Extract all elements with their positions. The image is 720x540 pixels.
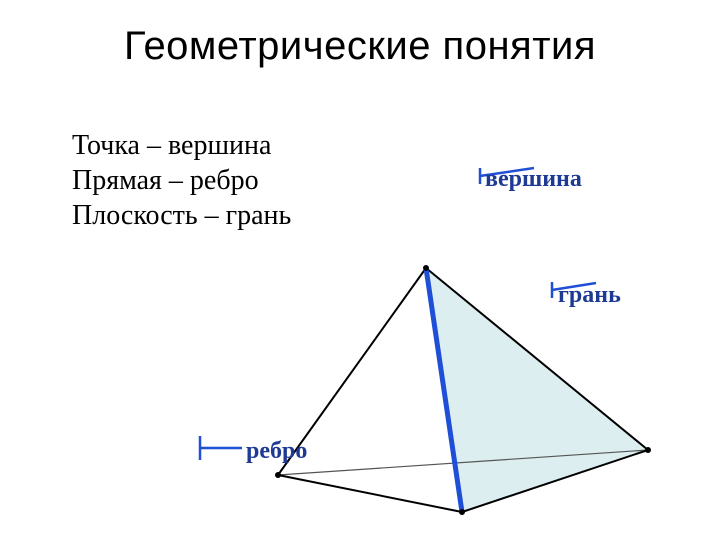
- vertex-front: [459, 509, 465, 515]
- definition-vertex: Точка – вершина: [72, 128, 291, 163]
- tetrahedron-figure: [180, 200, 700, 540]
- definition-edge: Прямая – ребро: [72, 163, 291, 198]
- vertex-apex: [423, 265, 429, 271]
- vertex-right: [645, 447, 651, 453]
- edge-left-front: [278, 475, 462, 512]
- vertex-left: [275, 472, 281, 478]
- label-edge: ребро: [246, 438, 307, 465]
- slide: Геометрические понятия Точка – вершина П…: [0, 0, 720, 540]
- label-vertex: вершина: [485, 166, 582, 193]
- label-face: грань: [558, 282, 621, 309]
- page-title: Геометрические понятия: [0, 24, 720, 69]
